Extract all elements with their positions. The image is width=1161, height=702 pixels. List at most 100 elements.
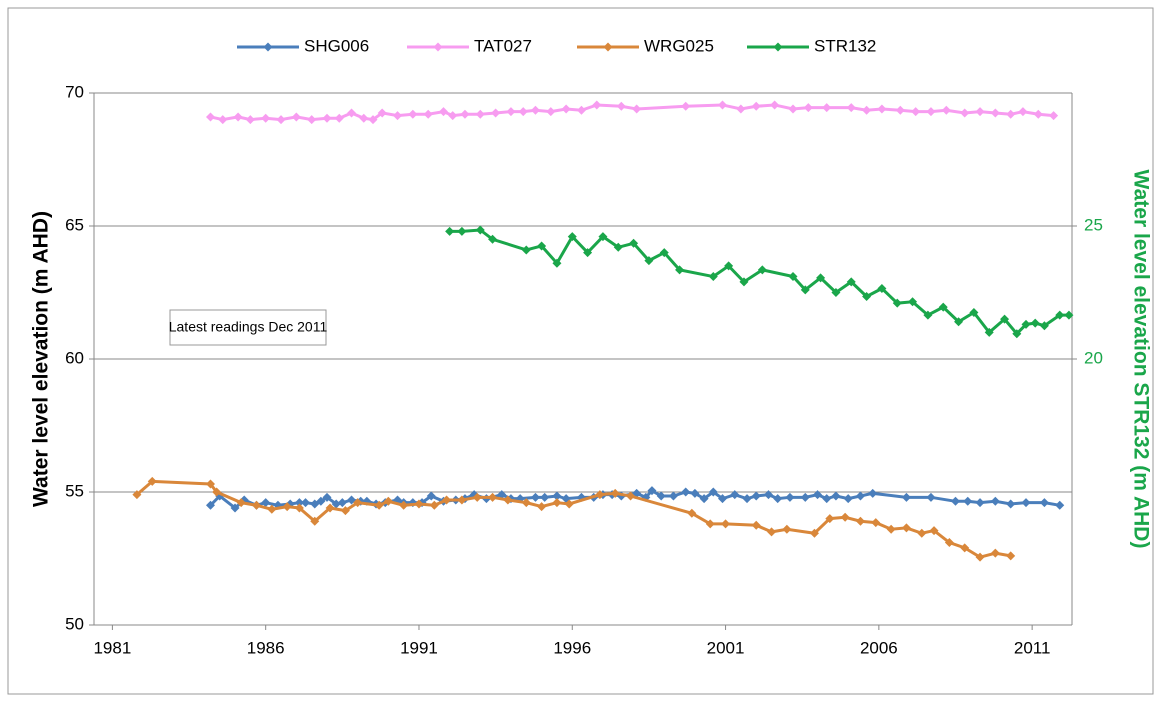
point: [564, 499, 574, 509]
point: [368, 115, 378, 125]
point: [488, 492, 498, 502]
point: [442, 495, 452, 505]
point: [340, 506, 350, 516]
point: [855, 516, 865, 526]
point: [950, 496, 960, 506]
point: [963, 496, 973, 506]
point: [705, 519, 715, 529]
point: [717, 100, 727, 110]
legend-marker: [773, 42, 783, 52]
point: [868, 488, 878, 498]
point: [230, 503, 240, 513]
point: [763, 490, 773, 500]
point: [975, 107, 985, 117]
point: [331, 499, 341, 509]
point: [1030, 318, 1040, 328]
point: [475, 109, 485, 119]
point: [871, 518, 881, 528]
y-tick-label: 70: [65, 82, 84, 101]
point: [751, 491, 761, 501]
point: [488, 234, 498, 244]
point: [788, 104, 798, 114]
point: [448, 111, 458, 121]
point: [751, 520, 761, 530]
point: [334, 113, 344, 123]
point: [770, 100, 780, 110]
point: [739, 277, 749, 287]
point: [399, 500, 409, 510]
point: [374, 500, 384, 510]
point: [717, 494, 727, 504]
point: [337, 498, 347, 508]
point: [1006, 499, 1016, 509]
point: [736, 104, 746, 114]
point: [561, 104, 571, 114]
point: [840, 512, 850, 522]
point: [938, 302, 948, 312]
point: [831, 288, 841, 297]
point: [503, 495, 513, 505]
point: [721, 519, 731, 529]
point: [1049, 111, 1059, 121]
point: [813, 490, 823, 500]
point: [540, 492, 550, 502]
point: [800, 285, 810, 295]
point: [757, 265, 767, 275]
point: [892, 298, 902, 308]
point: [414, 499, 424, 509]
point: [530, 492, 540, 502]
point: [1006, 109, 1016, 119]
point: [521, 498, 531, 508]
legend-marker: [263, 42, 273, 52]
point: [530, 105, 540, 115]
point: [233, 112, 243, 122]
point: [990, 548, 1000, 558]
y-axis-label: Water level elevation (m AHD): [30, 211, 53, 507]
point: [316, 496, 326, 506]
point: [251, 500, 261, 510]
point: [307, 115, 317, 125]
point: [941, 105, 951, 115]
y2-tick-label: 25: [1084, 215, 1103, 234]
y-tick-label: 65: [65, 215, 84, 234]
point: [990, 108, 1000, 118]
point: [681, 487, 691, 497]
point: [975, 552, 985, 562]
point: [960, 543, 970, 553]
point: [822, 103, 832, 113]
point: [626, 491, 636, 501]
point: [1064, 310, 1074, 320]
legend-marker: [433, 42, 443, 52]
point: [212, 487, 222, 497]
point: [699, 494, 709, 504]
point: [960, 108, 970, 118]
point: [576, 105, 586, 115]
point: [325, 503, 335, 513]
point: [567, 232, 577, 242]
point: [855, 491, 865, 501]
point: [613, 242, 623, 252]
point: [895, 105, 905, 115]
point: [809, 528, 819, 538]
point: [408, 109, 418, 119]
point: [785, 492, 795, 502]
x-tick-label: 2011: [1014, 638, 1051, 657]
point: [644, 256, 654, 266]
point: [923, 310, 933, 320]
point: [261, 113, 271, 123]
x-tick-label: 1981: [93, 638, 131, 657]
point: [831, 491, 841, 501]
point: [359, 113, 369, 123]
point: [1039, 498, 1049, 508]
point: [816, 273, 826, 283]
point: [944, 538, 954, 548]
point: [472, 492, 482, 502]
point: [675, 265, 685, 275]
point: [383, 496, 393, 506]
x-tick-label: 2001: [707, 638, 745, 657]
point: [984, 327, 994, 337]
point: [751, 101, 761, 111]
point: [595, 490, 605, 500]
point: [681, 101, 691, 111]
point: [901, 492, 911, 502]
